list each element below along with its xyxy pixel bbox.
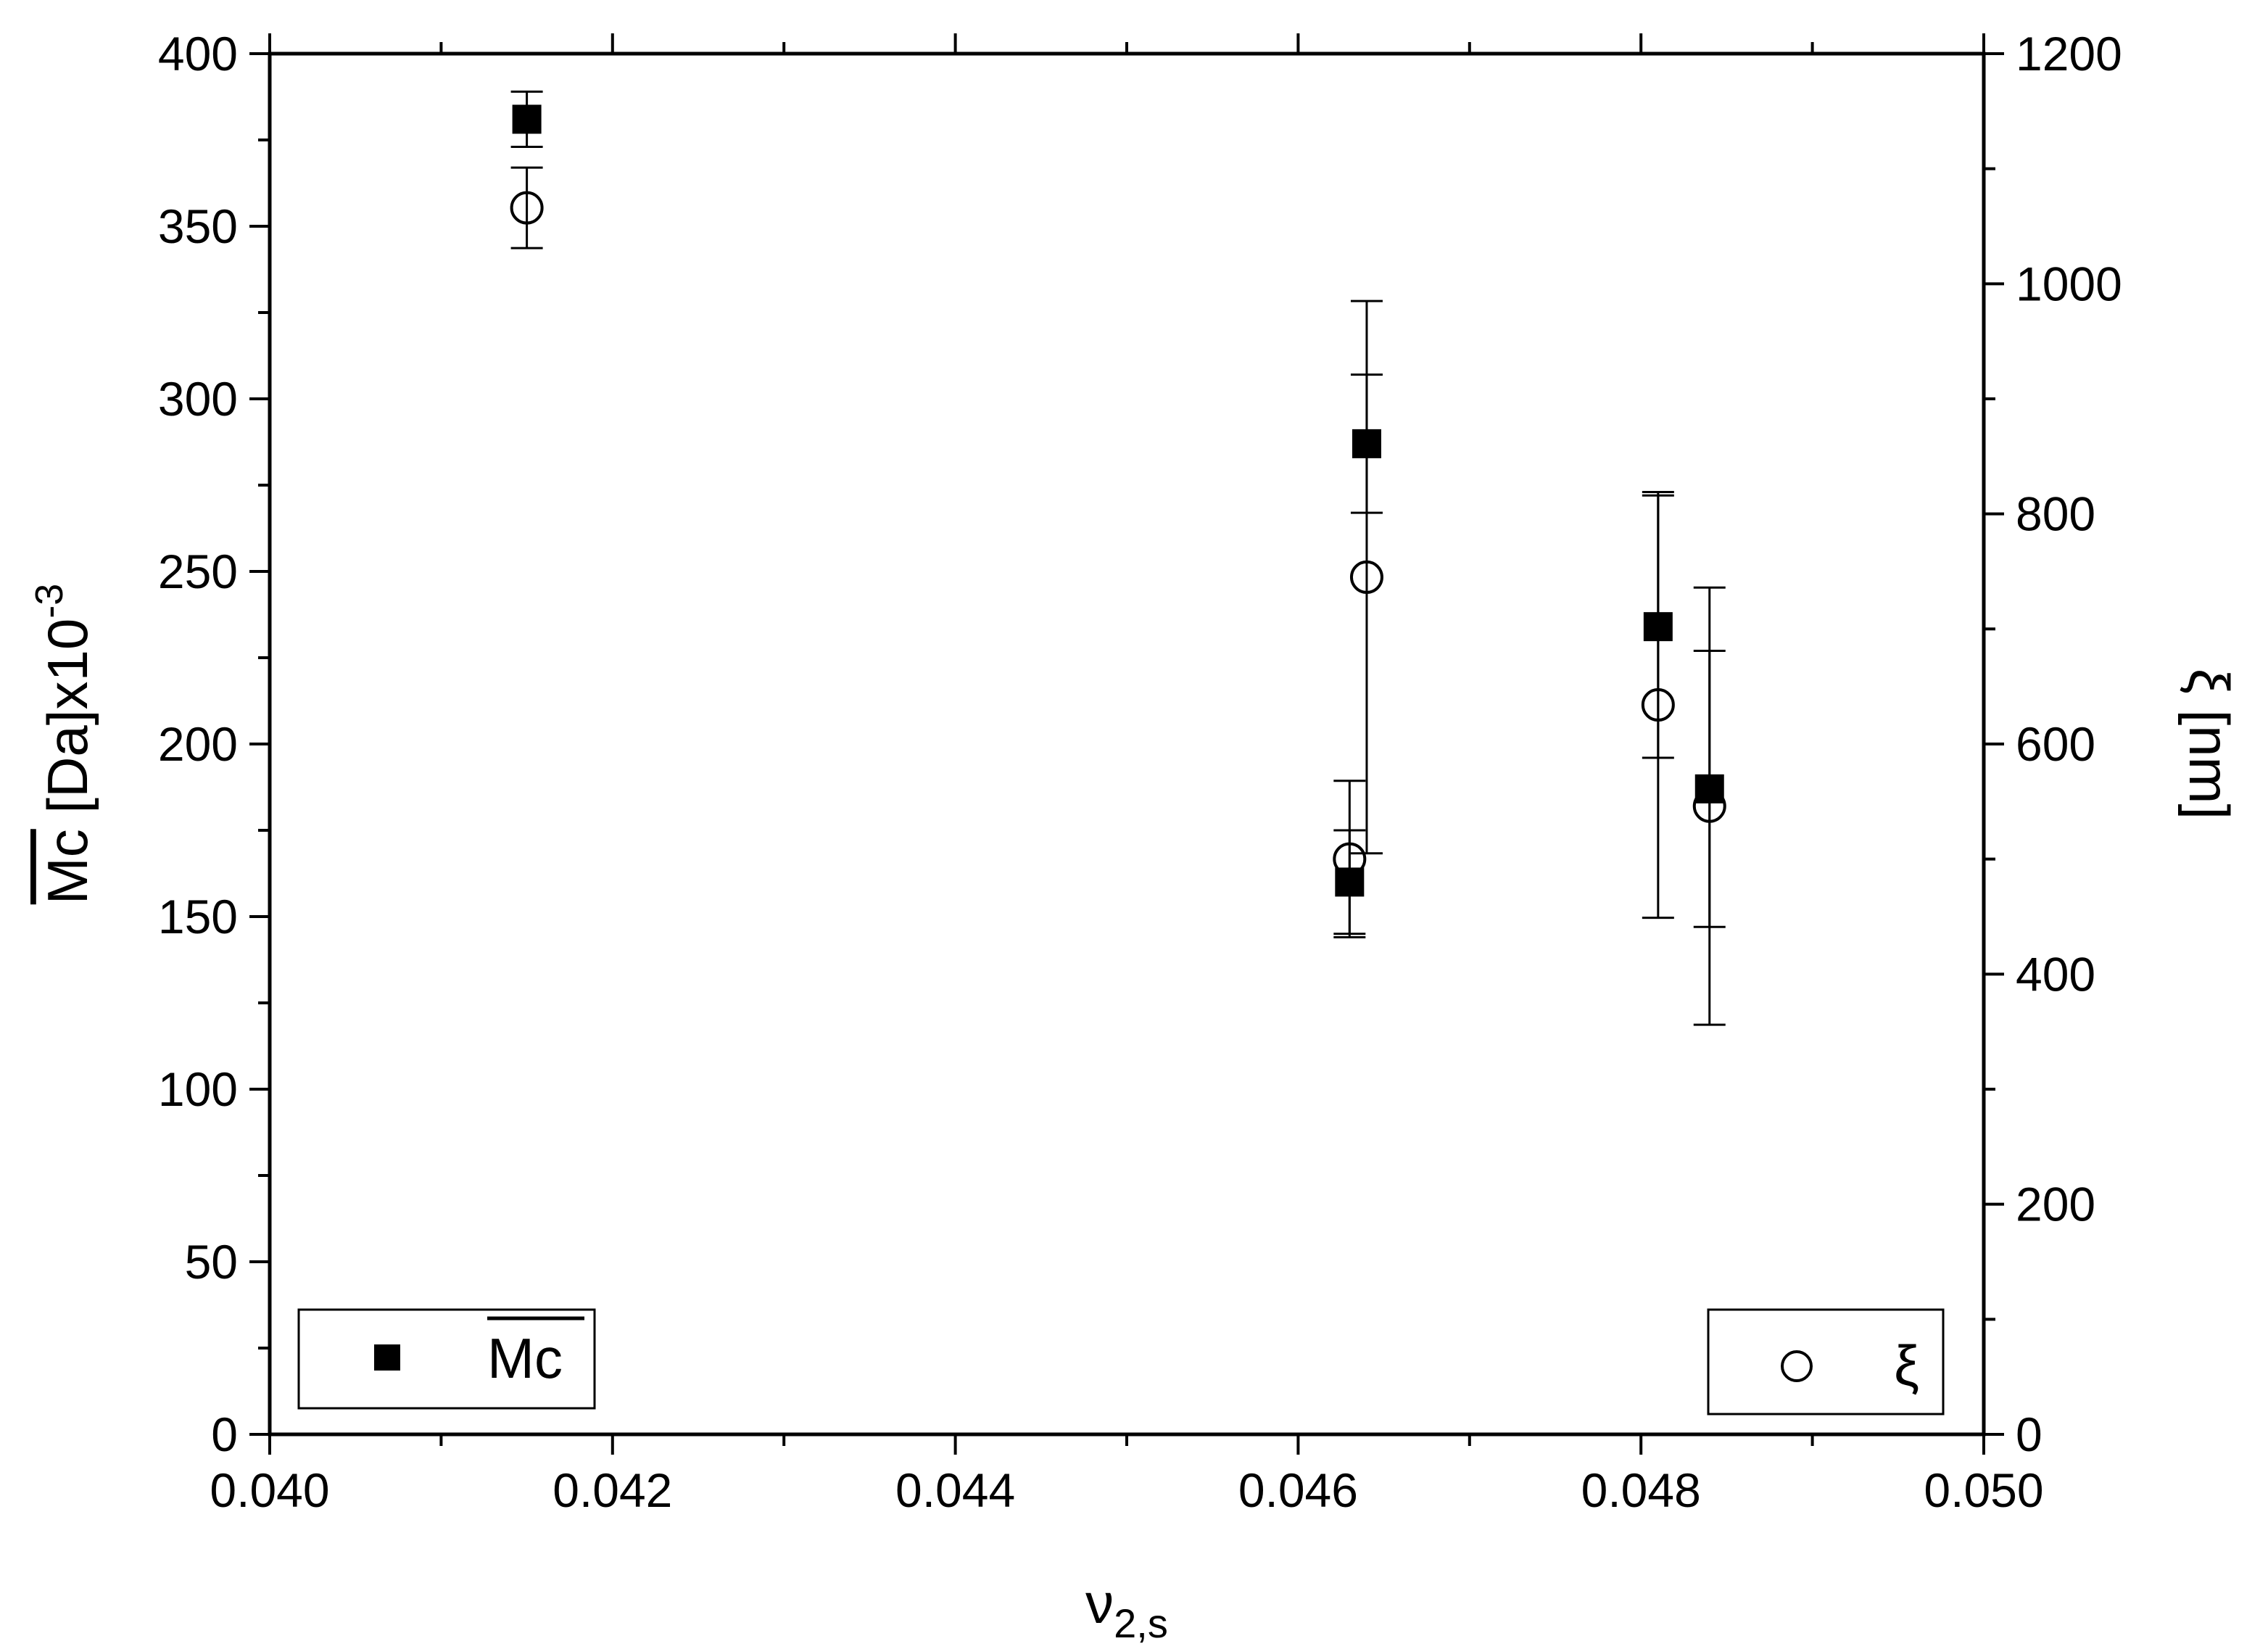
left-y-axis-title-unit: [Da]x10 [36, 619, 99, 829]
data-markers [510, 104, 1726, 897]
x-tick-label: 0.046 [1238, 1463, 1358, 1517]
y-left-tick-label: 350 [158, 199, 238, 253]
y-right-tick-label: 200 [2016, 1178, 2095, 1231]
y-right-tick-label: 400 [2016, 947, 2095, 1001]
y-left-tick-label: 400 [158, 27, 238, 80]
y-left-tick-label: 300 [158, 372, 238, 426]
x-axis-title-base: ν [1085, 1571, 1114, 1635]
y-left-tick-label: 100 [158, 1062, 238, 1116]
mc-point [1643, 612, 1673, 642]
x-tick-label: 0.042 [552, 1463, 672, 1517]
legend-right-label: ξ [1894, 1334, 1919, 1397]
y-right-tick-label: 1200 [2016, 27, 2122, 80]
right-y-axis-title: ξ [nm] [2177, 669, 2241, 819]
y-left-tick-label: 0 [211, 1408, 238, 1461]
x-tick-label: 0.050 [1924, 1463, 2043, 1517]
xi-point [1692, 789, 1726, 823]
x-tick-label: 0.040 [210, 1463, 329, 1517]
mc-point [1352, 429, 1381, 458]
legend-right: ξ [1707, 1308, 1945, 1416]
y-left-tick-label: 150 [158, 890, 238, 943]
axis-tick-labels: 0.040 0.042 0.044 0.046 0.048 0.0500501001502… [158, 27, 2122, 1517]
legend-right-marker [1781, 1350, 1813, 1382]
y-left-tick-label: 200 [158, 717, 238, 771]
y-right-tick-label: 0 [2016, 1408, 2043, 1461]
legend-left-box [297, 1308, 596, 1410]
xi-point [1333, 842, 1367, 876]
y-left-tick-label: 50 [185, 1235, 238, 1289]
legend-right-box [1707, 1308, 1945, 1416]
xi-point [1349, 560, 1383, 594]
axis-ticks [249, 33, 2004, 1455]
mc-point [1694, 774, 1724, 803]
legend-left-label: Mc [487, 1326, 563, 1390]
y-left-tick-label: 250 [158, 545, 238, 598]
y-right-tick-label: 600 [2016, 717, 2095, 771]
x-tick-label: 0.048 [1581, 1463, 1701, 1517]
error-bars [510, 90, 1726, 1026]
x-axis-title-sub: 2,s [1114, 1600, 1168, 1646]
mc-point [512, 104, 542, 134]
x-tick-label: 0.044 [895, 1463, 1015, 1517]
svg-text:Mc [Da]x10-3: Mc [Da]x10-3 [28, 584, 99, 904]
plot-frame [268, 51, 1986, 1437]
legend-left: Mc [297, 1308, 596, 1410]
x-axis-title: ν2,s [1085, 1571, 1168, 1646]
left-y-axis-title: Mc [Da]x10-3 [28, 584, 99, 904]
y-right-tick-label: 800 [2016, 487, 2095, 541]
left-y-axis-title-main: Mc [36, 829, 99, 904]
xi-point [1641, 688, 1675, 722]
y-right-tick-label: 1000 [2016, 257, 2122, 310]
left-y-axis-title-exp: -3 [28, 584, 71, 619]
svg-text:ξ [nm]: ξ [nm] [2177, 669, 2241, 819]
legend-left-marker [374, 1344, 400, 1371]
xi-point [510, 191, 544, 225]
